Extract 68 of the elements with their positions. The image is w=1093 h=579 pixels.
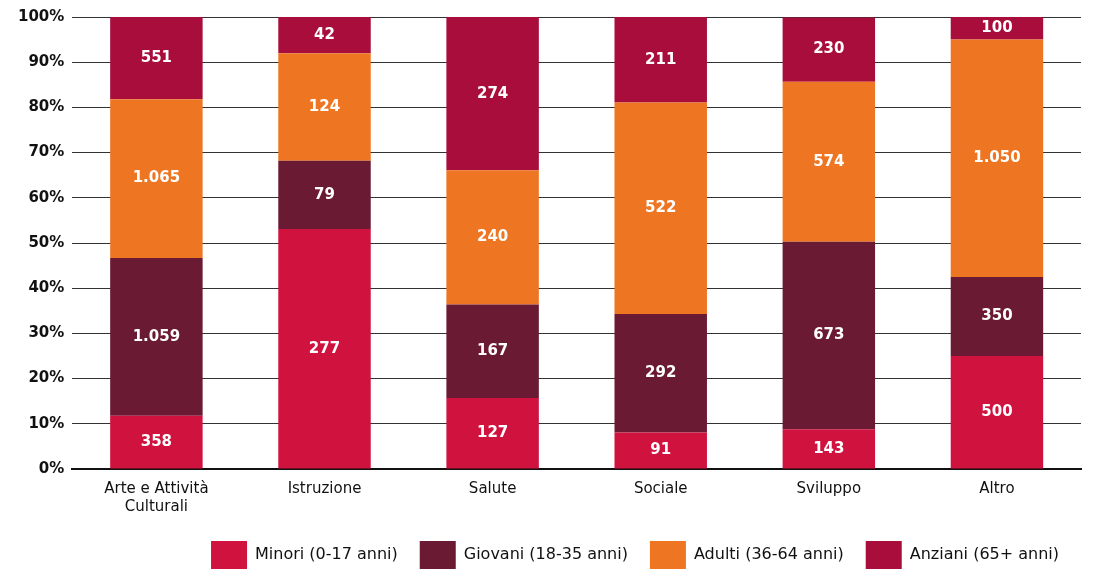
annotation: 143 (813, 438, 845, 457)
x-tick-label: Arte e Attività Culturali (104, 478, 209, 515)
annotation: 500 (981, 402, 1013, 421)
annotation: 91 (650, 440, 672, 459)
x-tick-label: Altro (979, 478, 1015, 497)
annotation: 240 (476, 227, 509, 246)
x-tick-label: Salute (468, 478, 517, 497)
bar (614, 17, 707, 103)
x-tick-label: Sociale (633, 478, 688, 497)
bar (614, 102, 707, 314)
bar (614, 432, 707, 469)
annotation: 211 (645, 49, 677, 68)
annotation: 127 (476, 423, 509, 442)
y-tick-label: 10% (28, 413, 65, 432)
bar (278, 17, 371, 54)
bar (446, 304, 539, 399)
bar (278, 160, 371, 229)
bar (950, 276, 1044, 356)
bar (782, 429, 876, 469)
legend-label: Anziani (65+ anni) (909, 544, 1060, 564)
bar (110, 257, 203, 416)
x-tick-label: Istruzione (287, 478, 362, 497)
y-tick-label: 60% (28, 187, 65, 206)
annotation: 1.050 (973, 148, 1021, 167)
bar (110, 99, 203, 258)
annotation: 1.059 (132, 326, 181, 345)
x-tick-label: Sviluppo (796, 478, 862, 497)
annotation: 277 (308, 338, 341, 357)
bar (614, 313, 707, 433)
bar (782, 17, 876, 82)
bar (950, 39, 1044, 277)
y-tick-label: 50% (28, 232, 65, 251)
y-tick-label: 0% (38, 458, 65, 477)
legend-label: Giovani (18-35 anni) (463, 544, 628, 564)
legend-label: Minori (0-17 anni) (255, 544, 398, 564)
y-tick-label: 20% (28, 368, 65, 387)
annotation: 522 (645, 198, 677, 217)
y-tick-label: 30% (28, 323, 65, 342)
annotation: 79 (314, 184, 335, 203)
bar (446, 17, 539, 171)
annotation: 230 (813, 39, 845, 58)
annotation: 42 (314, 24, 335, 43)
y-tick-label: 90% (28, 52, 65, 71)
annotation: 350 (981, 306, 1013, 325)
legend-label: Adulti (36-64 anni) (693, 544, 844, 564)
annotation: 673 (813, 325, 845, 344)
annotation: 574 (813, 151, 845, 170)
y-tick-label: 80% (28, 97, 65, 116)
y-tick-label: 100% (18, 6, 65, 25)
y-tick-label: 70% (28, 142, 65, 161)
bar (782, 241, 876, 430)
annotation: 274 (476, 83, 509, 102)
annotation: 100 (981, 18, 1013, 37)
bar (278, 228, 371, 469)
y-tick-label: 40% (28, 278, 65, 297)
annotation: 358 (140, 431, 173, 450)
annotation: 124 (308, 96, 341, 115)
bar (110, 17, 203, 100)
bar (278, 53, 371, 161)
annotation: 292 (645, 363, 677, 382)
annotation: 167 (476, 341, 509, 360)
bar (446, 398, 539, 469)
annotation: 551 (140, 48, 173, 67)
bar (446, 170, 539, 305)
annotation: 1.065 (132, 168, 181, 187)
bar (782, 81, 876, 242)
bar (110, 415, 203, 469)
bar (950, 356, 1044, 469)
